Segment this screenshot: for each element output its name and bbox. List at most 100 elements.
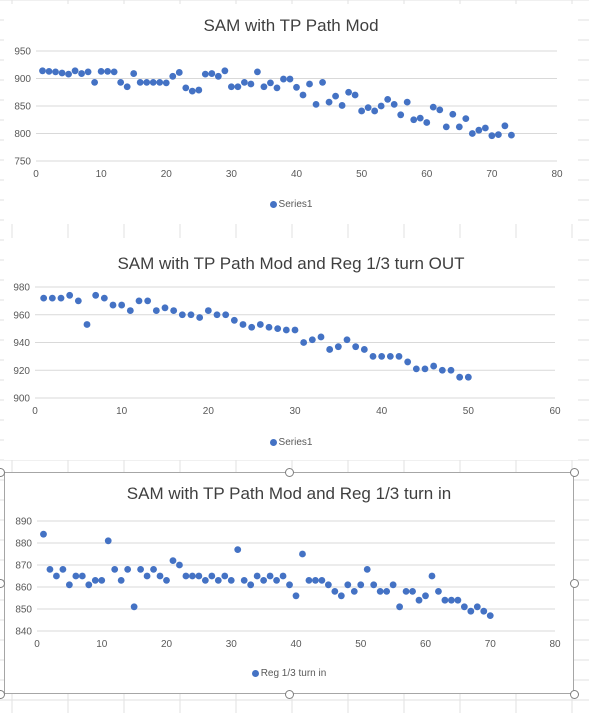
- data-point[interactable]: [422, 592, 429, 600]
- data-point[interactable]: [97, 67, 105, 75]
- data-point[interactable]: [65, 581, 73, 589]
- data-point[interactable]: [460, 603, 468, 611]
- data-point[interactable]: [110, 68, 118, 76]
- data-point[interactable]: [178, 311, 186, 319]
- data-point[interactable]: [256, 321, 264, 328]
- data-point[interactable]: [386, 352, 394, 360]
- data-point[interactable]: [74, 297, 82, 305]
- data-point[interactable]: [91, 78, 99, 86]
- data-point[interactable]: [299, 91, 307, 99]
- data-point[interactable]: [332, 92, 339, 100]
- data-point[interactable]: [501, 122, 509, 130]
- data-point[interactable]: [325, 98, 333, 106]
- data-point[interactable]: [162, 79, 170, 87]
- data-point[interactable]: [247, 80, 255, 88]
- data-point[interactable]: [351, 91, 359, 99]
- data-point[interactable]: [175, 69, 183, 76]
- data-point[interactable]: [337, 592, 345, 600]
- data-point[interactable]: [421, 365, 429, 373]
- data-point[interactable]: [378, 352, 386, 360]
- data-point[interactable]: [383, 588, 391, 595]
- data-point[interactable]: [473, 603, 481, 611]
- data-point[interactable]: [48, 294, 56, 302]
- data-point[interactable]: [273, 577, 280, 584]
- data-point[interactable]: [137, 566, 145, 573]
- data-point[interactable]: [436, 106, 444, 114]
- data-point[interactable]: [241, 78, 248, 86]
- data-point[interactable]: [369, 352, 377, 360]
- data-point[interactable]: [78, 572, 86, 580]
- data-point[interactable]: [438, 366, 446, 374]
- data-point[interactable]: [363, 566, 371, 573]
- data-point[interactable]: [214, 72, 222, 80]
- data-point[interactable]: [213, 311, 221, 319]
- data-point[interactable]: [274, 325, 282, 333]
- data-point[interactable]: [196, 314, 204, 321]
- data-point[interactable]: [156, 78, 164, 86]
- data-point[interactable]: [109, 301, 117, 309]
- data-point[interactable]: [58, 69, 66, 77]
- data-point[interactable]: [71, 67, 79, 75]
- data-point[interactable]: [104, 67, 112, 75]
- data-point[interactable]: [326, 346, 334, 353]
- data-point[interactable]: [161, 304, 169, 312]
- data-point[interactable]: [318, 577, 326, 584]
- data-point[interactable]: [84, 68, 92, 76]
- resize-handle-bottom-left[interactable]: [0, 690, 5, 699]
- data-point[interactable]: [412, 365, 420, 373]
- data-point[interactable]: [456, 373, 464, 381]
- data-point[interactable]: [124, 566, 132, 573]
- data-point[interactable]: [204, 307, 212, 314]
- data-point[interactable]: [331, 588, 339, 595]
- data-point[interactable]: [312, 577, 319, 584]
- data-point[interactable]: [293, 83, 300, 91]
- data-point[interactable]: [475, 126, 483, 134]
- data-point[interactable]: [334, 343, 342, 351]
- data-point[interactable]: [291, 326, 299, 334]
- data-point[interactable]: [468, 130, 476, 137]
- data-point[interactable]: [57, 294, 65, 302]
- data-point[interactable]: [222, 311, 230, 319]
- resize-handle-bottom-center[interactable]: [285, 690, 294, 699]
- data-point[interactable]: [455, 123, 463, 131]
- data-point[interactable]: [227, 577, 235, 584]
- data-point[interactable]: [508, 131, 515, 139]
- data-point[interactable]: [182, 84, 190, 92]
- data-point[interactable]: [358, 107, 366, 115]
- data-point[interactable]: [286, 581, 293, 589]
- resize-handle-top-center[interactable]: [285, 468, 294, 477]
- data-point[interactable]: [308, 336, 316, 344]
- data-point[interactable]: [195, 572, 203, 580]
- data-point[interactable]: [306, 80, 313, 88]
- data-point[interactable]: [189, 572, 196, 580]
- data-point[interactable]: [292, 592, 300, 600]
- data-point[interactable]: [40, 530, 47, 538]
- data-point[interactable]: [144, 297, 152, 305]
- data-point[interactable]: [352, 343, 360, 351]
- data-point[interactable]: [130, 70, 138, 77]
- data-point[interactable]: [59, 566, 67, 573]
- data-point[interactable]: [169, 557, 177, 564]
- data-point[interactable]: [118, 301, 126, 309]
- data-point[interactable]: [299, 550, 306, 558]
- data-point[interactable]: [338, 102, 346, 109]
- data-point[interactable]: [286, 75, 294, 83]
- data-point[interactable]: [410, 116, 418, 124]
- data-point[interactable]: [182, 572, 190, 580]
- data-point[interactable]: [92, 291, 100, 299]
- data-point[interactable]: [384, 96, 392, 103]
- data-point[interactable]: [53, 572, 60, 580]
- data-point[interactable]: [195, 86, 203, 94]
- data-point[interactable]: [45, 67, 53, 75]
- data-point[interactable]: [234, 546, 242, 553]
- data-point[interactable]: [130, 603, 138, 611]
- data-point[interactable]: [409, 588, 416, 595]
- data-point[interactable]: [415, 596, 423, 604]
- resize-handle-middle-left[interactable]: [0, 579, 5, 588]
- data-point[interactable]: [350, 588, 358, 595]
- data-point[interactable]: [266, 572, 274, 580]
- data-point[interactable]: [117, 78, 125, 86]
- data-point[interactable]: [98, 577, 106, 584]
- data-point[interactable]: [435, 588, 442, 595]
- data-point[interactable]: [156, 572, 164, 580]
